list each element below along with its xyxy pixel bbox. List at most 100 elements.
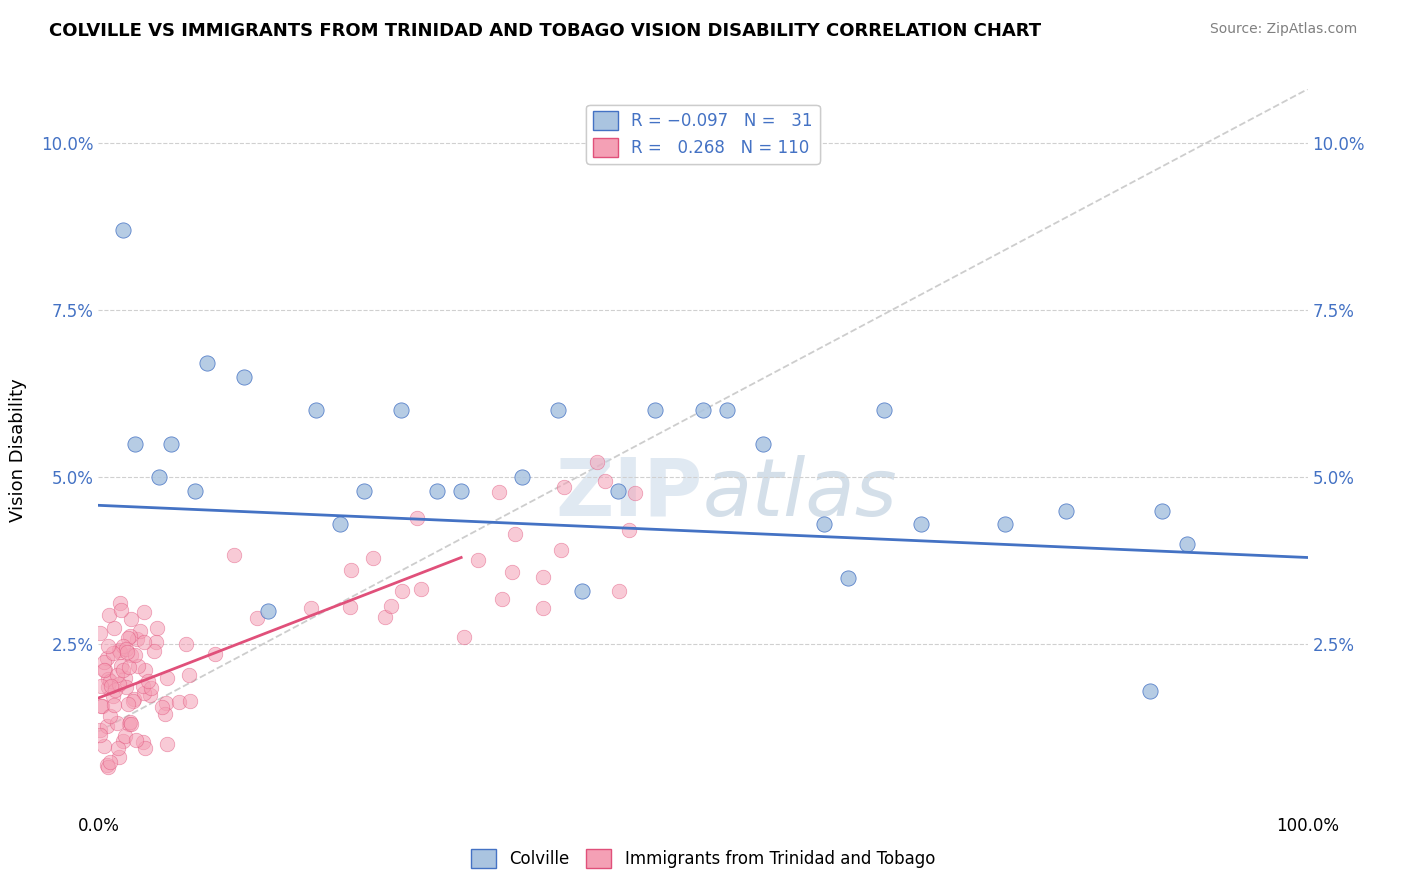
Text: COLVILLE VS IMMIGRANTS FROM TRINIDAD AND TOBAGO VISION DISABILITY CORRELATION CH: COLVILLE VS IMMIGRANTS FROM TRINIDAD AND…: [49, 22, 1042, 40]
Point: [108, 750, 131, 764]
Legend: Colville, Immigrants from Trinidad and Tobago: Colville, Immigrants from Trinidad and T…: [464, 843, 942, 875]
Point: [450, 483, 472, 498]
Point: [101, 689, 124, 703]
Point: [91, 699, 114, 714]
Legend: R = −0.097   N =   31, R =   0.268   N = 110: R = −0.097 N = 31, R = 0.268 N = 110: [586, 104, 820, 164]
Point: [510, 470, 533, 484]
Point: [467, 552, 489, 566]
Point: [607, 583, 630, 598]
Point: [132, 635, 155, 649]
Point: [124, 732, 146, 747]
Point: [94, 663, 117, 677]
Point: [232, 369, 254, 384]
Point: [97, 673, 120, 687]
Point: [134, 740, 156, 755]
Point: [361, 550, 384, 565]
Point: [93, 656, 115, 670]
Point: [122, 691, 145, 706]
Point: [115, 641, 138, 656]
Point: [97, 760, 120, 774]
Point: [103, 621, 125, 635]
Point: [138, 688, 160, 702]
Point: [120, 717, 142, 731]
Point: [873, 403, 896, 417]
Point: [105, 668, 128, 682]
Point: [97, 607, 120, 622]
Point: [117, 716, 139, 731]
Point: [108, 677, 131, 691]
Point: [129, 624, 152, 639]
Point: [150, 700, 173, 714]
Point: [98, 755, 121, 769]
Point: [134, 663, 156, 677]
Point: [380, 599, 402, 614]
Point: [125, 632, 148, 646]
Point: [453, 631, 475, 645]
Point: [114, 729, 136, 743]
Point: [491, 591, 513, 606]
Point: [155, 696, 177, 710]
Point: [114, 680, 136, 694]
Point: [132, 735, 155, 749]
Point: [118, 715, 141, 730]
Point: [93, 739, 115, 754]
Point: [110, 658, 132, 673]
Point: [340, 563, 363, 577]
Point: [89, 625, 111, 640]
Point: [644, 403, 666, 417]
Point: [100, 679, 122, 693]
Point: [127, 659, 149, 673]
Point: [110, 603, 132, 617]
Point: [716, 403, 738, 417]
Point: [167, 695, 190, 709]
Text: ZIP: ZIP: [555, 455, 703, 533]
Point: [121, 694, 143, 708]
Point: [910, 517, 932, 532]
Point: [593, 474, 616, 488]
Point: [120, 612, 142, 626]
Point: [374, 609, 396, 624]
Point: [531, 570, 554, 584]
Point: [108, 643, 131, 657]
Point: [488, 484, 510, 499]
Point: [179, 694, 201, 708]
Point: [837, 571, 859, 585]
Point: [195, 356, 218, 371]
Point: [994, 517, 1017, 532]
Point: [405, 511, 427, 525]
Point: [391, 584, 413, 599]
Point: [177, 667, 200, 681]
Point: [97, 680, 120, 694]
Point: [155, 706, 177, 721]
Point: [117, 660, 139, 674]
Point: [813, 517, 835, 532]
Point: [174, 637, 197, 651]
Text: Source: ZipAtlas.com: Source: ZipAtlas.com: [1209, 22, 1357, 37]
Point: [90, 679, 112, 693]
Point: [305, 403, 328, 417]
Point: [124, 648, 146, 663]
Point: [108, 645, 131, 659]
Point: [89, 728, 111, 742]
Point: [96, 719, 118, 733]
Point: [619, 523, 641, 537]
Point: [531, 600, 554, 615]
Point: [389, 403, 412, 417]
Point: [148, 470, 170, 484]
Point: [114, 672, 136, 686]
Point: [132, 605, 155, 619]
Point: [571, 583, 593, 598]
Point: [550, 543, 572, 558]
Point: [426, 483, 449, 498]
Point: [692, 403, 714, 417]
Point: [146, 621, 169, 635]
Point: [120, 629, 142, 643]
Point: [547, 403, 569, 417]
Point: [156, 737, 179, 751]
Point: [101, 646, 124, 660]
Point: [339, 600, 361, 615]
Point: [329, 517, 352, 532]
Point: [108, 596, 131, 610]
Point: [112, 639, 135, 653]
Point: [624, 485, 647, 500]
